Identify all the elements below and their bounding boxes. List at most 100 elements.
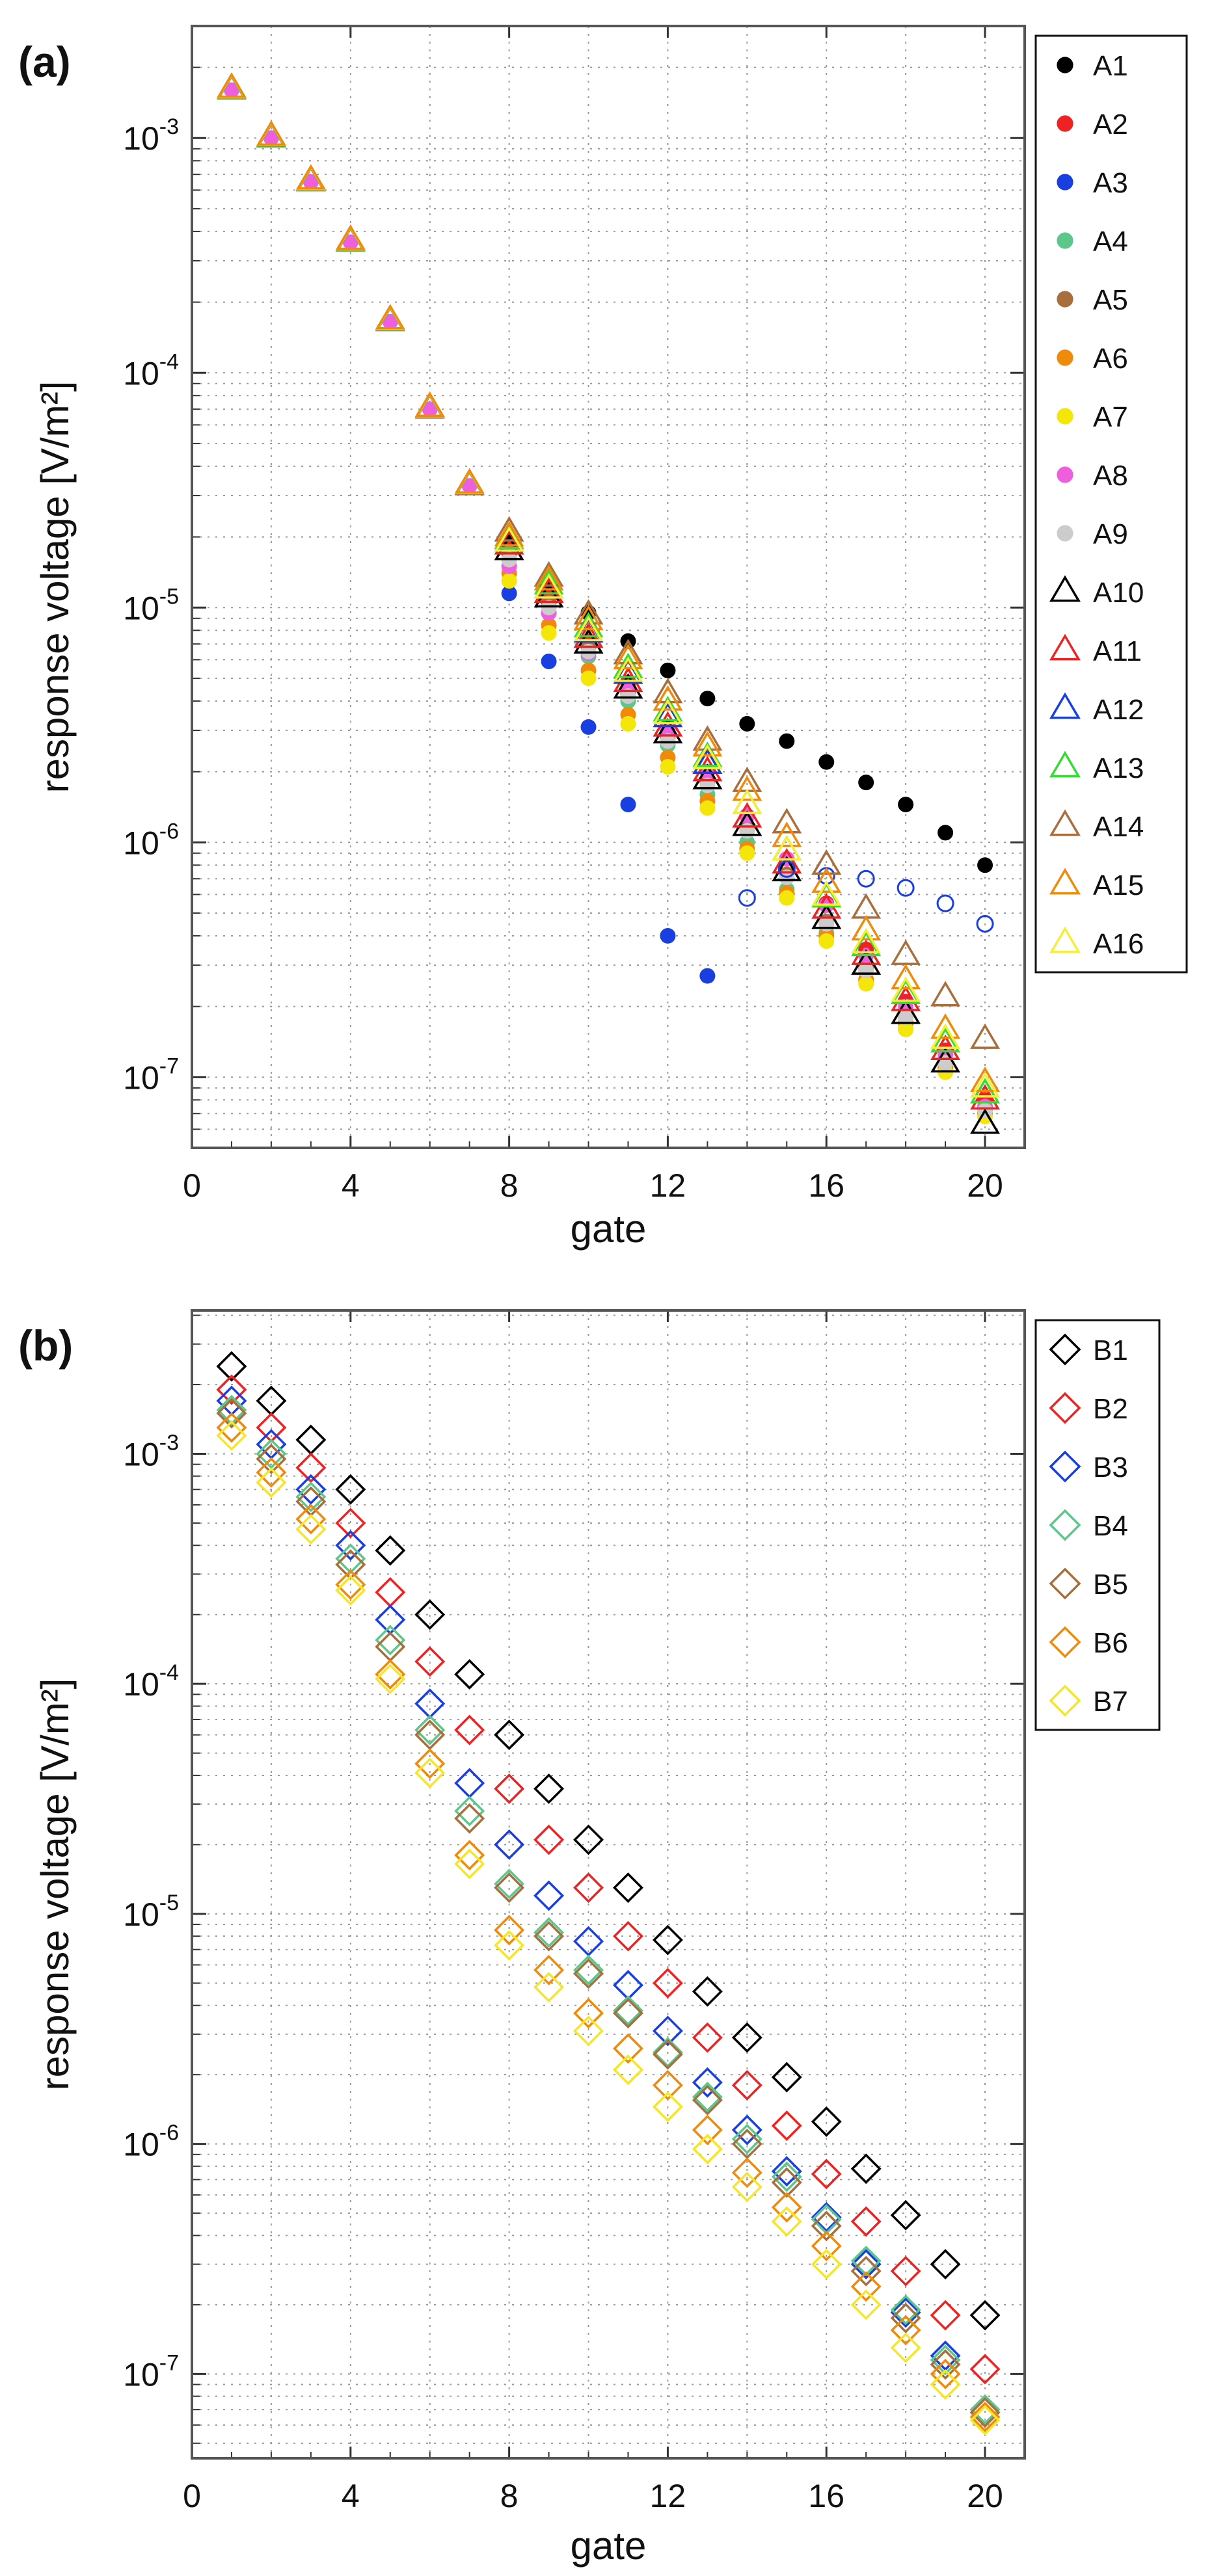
legend-marker [1057,174,1073,191]
data-point [771,2161,802,2192]
data-point [494,1868,525,1900]
legend-item-a16: A16 [1049,926,1144,960]
data-point [811,880,842,906]
data-point [930,1046,961,1073]
data-point [216,1374,247,1405]
data-point-shared [216,72,247,98]
data-point [660,733,676,749]
data-point [335,1474,366,1505]
data-point-shared [342,234,358,250]
legend-label: B4 [1093,1510,1128,1542]
series-a3 [501,585,716,984]
data-point [818,933,835,949]
data-point [613,2033,643,2064]
data-point [692,743,723,769]
data-point [850,2206,882,2237]
data-point [620,797,636,813]
series-b5 [216,1398,1001,2428]
panel-a-chart: 0 4 8 12 16 20 10-3 10-4 10-5 10-6 10-7 gate respons… [33,25,1188,1251]
data-point [850,2249,882,2280]
data-point [533,577,564,604]
data-point [494,524,524,550]
data-point [533,1972,565,2003]
data-point [731,2022,762,2053]
data-point [890,2297,921,2328]
data-point [732,775,762,801]
x-axis-title: gate [571,2524,647,2568]
x-tick-label: 12 [650,2478,686,2514]
data-point [660,662,676,678]
data-point [850,2255,882,2287]
data-point [573,604,604,631]
data-point-shared [461,478,478,494]
data-point [533,1773,565,1804]
data-point [613,643,643,670]
data-point [613,1995,643,2026]
data-point [771,2110,802,2142]
data-point [414,1599,446,1630]
data-point [731,2157,762,2188]
legend-item-b6: B6 [1049,1626,1128,1659]
x-tick-label: 0 [183,2478,201,2514]
data-point [653,711,683,737]
series-b4 [216,1394,1001,2425]
legend-item-a10: A10 [1049,575,1144,609]
legend-marker [1049,1450,1081,1483]
data-point [851,914,882,941]
data-point [699,968,716,984]
data-point [256,1443,287,1474]
data-point [811,849,842,875]
legend-item-a15: A15 [1049,868,1144,901]
data-point [772,855,802,882]
data-point [777,860,796,878]
y-tick-label: 10-6 [123,819,179,861]
data-point-shared [335,224,366,250]
data-point [494,526,524,552]
data-point [891,976,921,1002]
legend-item-a13: A13 [1049,750,1144,784]
data-point [613,656,643,682]
data-point [692,2084,723,2116]
series-b1 [216,1351,1001,2331]
data-point [930,2344,961,2376]
legend-label: B5 [1093,1569,1128,1600]
legend-item-a7: A7 [1057,401,1128,433]
data-point [699,691,716,707]
legend-item-a5: A5 [1057,284,1128,316]
data-point [653,698,683,724]
data-point [850,2153,882,2184]
data-point [771,2192,802,2223]
data-point [653,717,683,744]
data-point [295,1504,327,1535]
data-point [454,1796,485,1827]
y-tick-label: 10-3 [123,114,179,157]
legend-marker [1049,692,1081,719]
data-point-shared [375,304,405,330]
data-point [811,2211,842,2242]
legend-marker [1057,525,1073,542]
x-tick-label: 0 [183,1167,201,1204]
data-point [970,1066,1001,1093]
y-tick-label: 10-7 [123,1054,179,1096]
legend-marker [1057,349,1073,366]
data-point [494,1829,525,1860]
data-point [732,802,762,828]
legend-marker [1057,466,1073,483]
data-point [890,2302,921,2333]
y-tick-label: 10-5 [123,1891,179,1933]
data-point [898,797,914,813]
x-ticks: 0 4 8 12 16 20 [183,1310,1003,2514]
data-point [414,1757,446,1788]
data-point [930,1013,961,1039]
data-point [216,1398,247,1429]
x-tick-label: 8 [500,2478,519,2514]
data-point [494,529,524,555]
data-point [494,1720,525,1751]
data-point-shared [256,120,286,146]
data-point [771,2206,802,2237]
x-tick-label: 20 [967,1167,1003,1204]
data-point [890,2332,921,2363]
data-point [295,1481,327,1513]
data-point [216,1394,247,1426]
legend-box [1034,1319,1161,1731]
